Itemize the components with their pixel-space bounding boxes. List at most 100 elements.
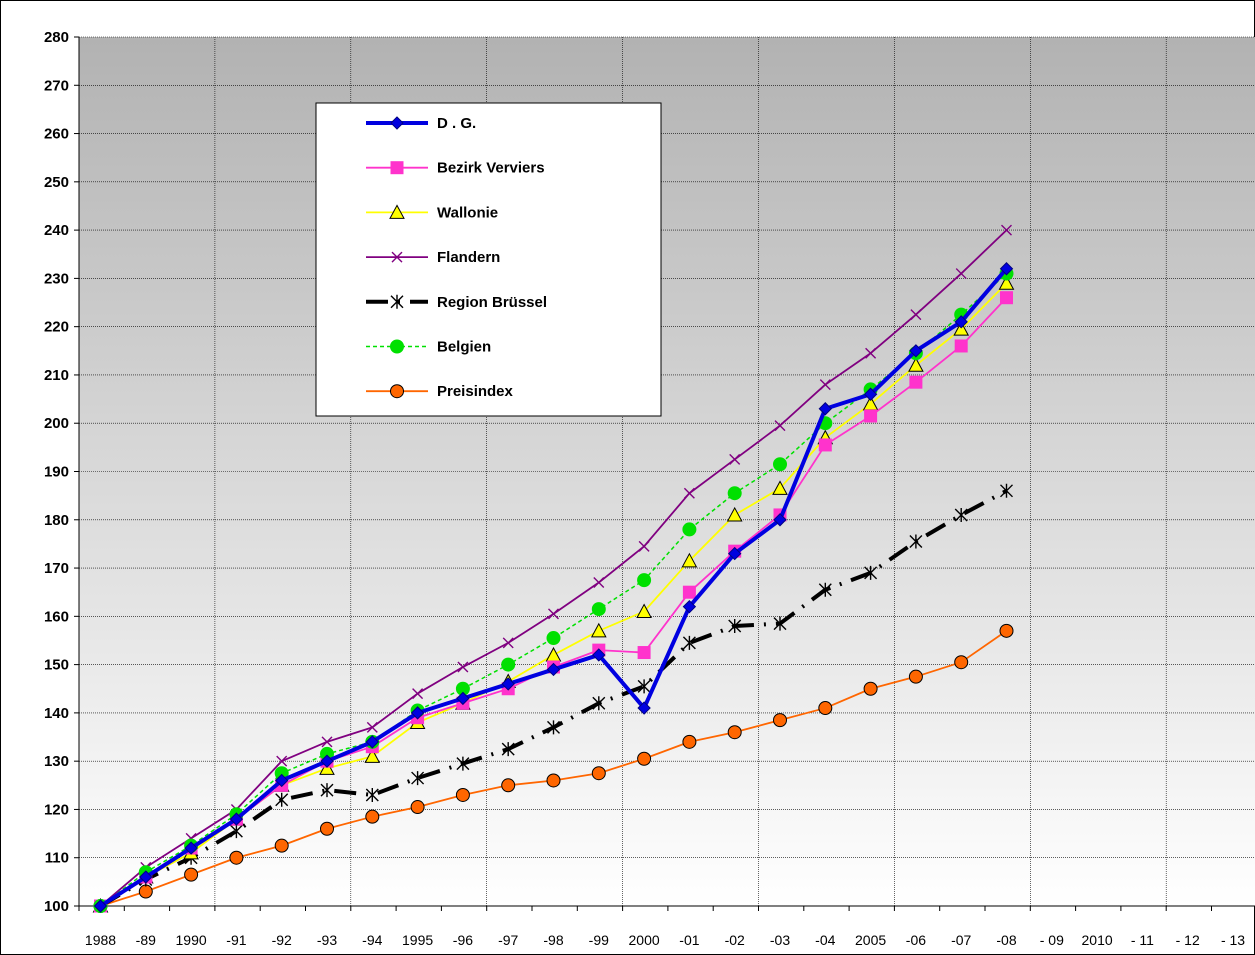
x-tick-label: -06 (906, 932, 926, 948)
data-point (637, 679, 651, 694)
legend-entry: Belgien (366, 339, 491, 356)
x-tick-label: -98 (543, 932, 563, 948)
data-point (229, 850, 244, 865)
data-point (637, 646, 651, 660)
data-point (726, 506, 743, 522)
legend-label: Region Brüssel (437, 294, 547, 311)
data-point (865, 347, 877, 359)
data-point (728, 618, 742, 633)
data-point (954, 507, 968, 522)
legend-marker (390, 384, 404, 399)
data-point (1000, 483, 1013, 498)
x-tick-label: 2010 (1082, 932, 1113, 948)
data-point (93, 899, 108, 913)
data-point (954, 339, 968, 353)
x-tick-label: -97 (498, 932, 518, 948)
y-tick-label: 120 (44, 801, 69, 818)
y-tick-label: 250 (44, 174, 69, 191)
data-point (366, 721, 378, 733)
y-tick-label: 190 (44, 464, 69, 481)
data-point (365, 735, 380, 749)
data-point (818, 701, 833, 716)
legend-marker (390, 161, 404, 175)
data-point (863, 681, 878, 696)
data-point (546, 631, 561, 646)
data-point (909, 375, 923, 389)
data-point (229, 812, 244, 826)
x-tick-label: -92 (272, 932, 292, 948)
data-point (365, 809, 380, 824)
data-point (456, 691, 470, 706)
legend-marker (390, 294, 404, 309)
data-point (636, 603, 652, 619)
data-point (501, 778, 516, 793)
y-tick-label: 110 (45, 850, 69, 867)
legend-label: Flandern (437, 249, 500, 266)
data-point (139, 870, 153, 884)
data-point (546, 773, 561, 788)
data-point (773, 616, 787, 631)
data-point (592, 648, 606, 662)
x-tick-label: -99 (589, 932, 609, 948)
data-point (319, 760, 335, 775)
legend-marker (390, 339, 404, 354)
data-point (998, 275, 1015, 290)
data-point (275, 792, 289, 807)
data-point (637, 751, 652, 766)
data-point (548, 608, 559, 620)
x-tick-label: - 09 (1040, 932, 1064, 948)
data-point (320, 754, 334, 768)
data-point (727, 546, 742, 561)
data-point (683, 487, 695, 499)
data-point (682, 635, 696, 650)
legend-entry: Bezirk Verviers (366, 160, 545, 177)
x-tick-label: - 13 (1221, 932, 1245, 948)
data-point (682, 522, 697, 537)
data-point (546, 662, 561, 677)
data-point (729, 453, 741, 465)
data-point (773, 513, 787, 527)
legend-entry: Wallonie (366, 204, 498, 221)
data-point (954, 315, 968, 329)
y-tick-label: 100 (44, 898, 69, 915)
legend-marker (391, 251, 403, 263)
legend-entry: Preisindex (366, 383, 514, 400)
data-point (184, 867, 199, 882)
data-point (412, 688, 424, 700)
y-tick-label: 200 (44, 415, 69, 432)
data-point (819, 379, 831, 391)
legend-label: Belgien (437, 339, 491, 356)
data-point (818, 438, 832, 452)
x-tick-label: 1988 (85, 932, 116, 948)
y-tick-label: 220 (44, 319, 69, 336)
data-point (953, 321, 970, 336)
x-tick-label: -02 (725, 932, 745, 948)
data-point (320, 783, 334, 798)
x-tick-label: -91 (226, 932, 246, 948)
legend-label: Preisindex (437, 383, 514, 400)
y-tick-label: 180 (44, 512, 69, 529)
x-tick-label: - 12 (1176, 932, 1200, 948)
data-point (772, 480, 788, 495)
data-point (999, 623, 1014, 638)
data-point (590, 622, 607, 638)
y-tick-label: 270 (44, 77, 69, 94)
data-point (637, 573, 652, 588)
data-point (138, 884, 153, 899)
y-tick-label: 170 (44, 560, 69, 577)
legend-entry: Region Brüssel (366, 294, 547, 311)
data-point (818, 402, 833, 416)
data-point (773, 713, 787, 728)
series-d-g (93, 262, 1014, 913)
legend-label: D . G. (437, 115, 476, 132)
data-point (320, 821, 334, 836)
legend: D . G. Bezirk Verviers Wallonie Flandern Reg… (315, 102, 662, 417)
x-tick-label: 2000 (629, 932, 660, 948)
data-point (908, 357, 924, 372)
legend-label: Wallonie (437, 204, 498, 221)
data-point (682, 734, 697, 749)
legend-label: Bezirk Verviers (437, 160, 545, 177)
x-tick-label: -96 (453, 932, 473, 948)
data-point (274, 773, 289, 788)
